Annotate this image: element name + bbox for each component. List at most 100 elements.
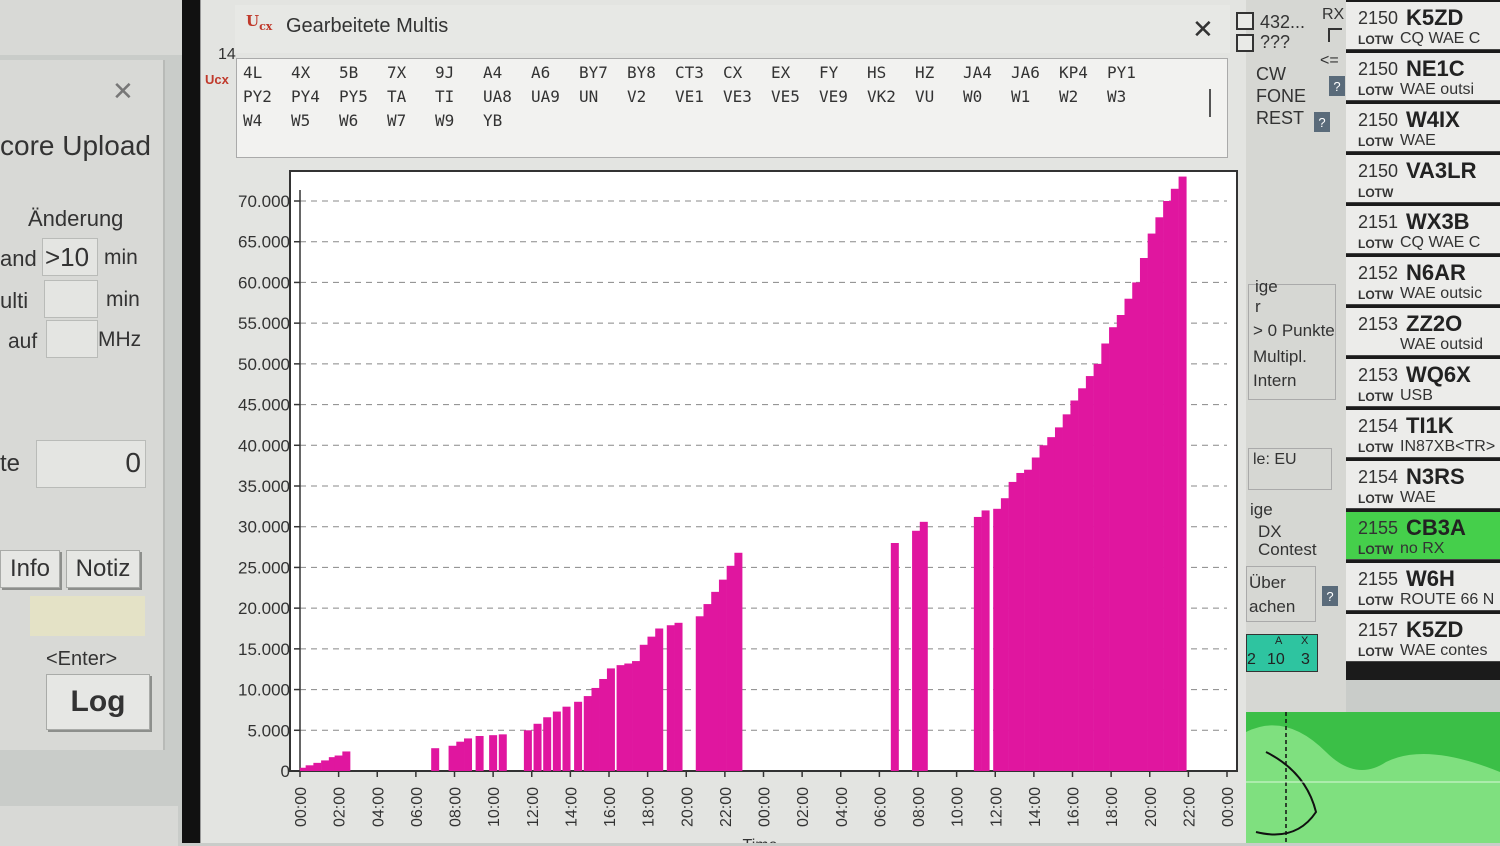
y-tick-label: 5.000: [247, 721, 290, 740]
spot-time: 2153: [1358, 314, 1399, 334]
bar: [448, 745, 457, 771]
multi-entry: VE1: [675, 87, 704, 106]
bar: [1085, 376, 1094, 771]
lotw-badge: LOTW: [1358, 288, 1394, 302]
panel-close-icon[interactable]: ✕: [112, 76, 134, 106]
spot-comment: WAE outsi: [1400, 81, 1475, 98]
x-tick-label: 12:00: [525, 787, 542, 827]
bar: [726, 565, 735, 771]
mode-rest[interactable]: REST: [1256, 108, 1305, 128]
multipl-filter[interactable]: Multipl.: [1253, 347, 1307, 366]
help-icon[interactable]: ?: [1314, 112, 1330, 132]
bar: [1024, 469, 1033, 771]
multi-entry: PY4: [291, 87, 320, 106]
help-icon[interactable]: ?: [1329, 76, 1345, 96]
spot-row[interactable]: 2153 ZZ2O WAE outsid: [1346, 308, 1500, 356]
multi-entry: 5B: [339, 63, 359, 82]
interval-value: >10: [45, 242, 90, 272]
spot-comment: WAE contes: [1400, 642, 1488, 659]
world-map[interactable]: [1246, 712, 1500, 843]
multi-entry: 9J: [435, 63, 455, 82]
points-filter[interactable]: > 0 Punkte: [1253, 321, 1335, 340]
bar: [973, 516, 982, 771]
bar: [489, 735, 498, 771]
bar: [1062, 414, 1071, 771]
bar: [639, 644, 648, 771]
frequency-field[interactable]: [46, 320, 98, 358]
checkbox-unknown[interactable]: [1236, 34, 1254, 52]
lotw-badge: LOTW: [1358, 441, 1394, 455]
spot-row[interactable]: 2157 K5ZD LOTW WAE contes: [1346, 614, 1500, 662]
bar: [464, 738, 473, 771]
spot-row[interactable]: 2150 NE1C LOTW WAE outsi: [1346, 53, 1500, 101]
spot-row[interactable]: 2153 WQ6X LOTW USB: [1346, 359, 1500, 407]
spot-row[interactable]: 2150 K5ZD LOTW CQ WAE C: [1346, 2, 1500, 50]
group-text: r: [1255, 297, 1261, 316]
window-titlebar[interactable]: [235, 5, 1230, 53]
spot-row[interactable]: 2150 W4IX LOTW WAE: [1346, 104, 1500, 152]
multi-entry: PY1: [1107, 63, 1136, 82]
y-tick-label: 25.000: [238, 558, 290, 577]
spot-row[interactable]: 2155 W6H LOTW ROUTE 66 N: [1346, 563, 1500, 611]
mode-fone[interactable]: FONE: [1256, 86, 1307, 106]
bar: [305, 765, 314, 771]
x-tick-label: 08:00: [911, 787, 928, 827]
help-icon[interactable]: ?: [1322, 586, 1338, 606]
log-button[interactable]: Log: [46, 674, 150, 730]
y-tick-label: 50.000: [238, 355, 290, 374]
multi-entry: CX: [723, 63, 743, 82]
spot-row[interactable]: 2154 N3RS LOTW WAE: [1346, 461, 1500, 509]
bar: [599, 678, 608, 771]
checkbox-432[interactable]: [1236, 12, 1254, 30]
window-gap: [182, 0, 204, 843]
multi-entry: VE9: [819, 87, 848, 106]
rx-label: RX: [1322, 6, 1345, 23]
spot-row[interactable]: 2150 VA3LR LOTW: [1346, 155, 1500, 203]
multi-entry: BY8: [627, 63, 656, 82]
intern-filter[interactable]: Intern: [1253, 371, 1297, 390]
row-label: and: [0, 246, 37, 271]
spot-row[interactable]: 2154 TI1K LOTW IN87XB<TR>: [1346, 410, 1500, 458]
unit-label: MHz: [98, 328, 142, 351]
x-tick-label: 14:00: [1027, 787, 1044, 827]
spot-row[interactable]: 2151 WX3B LOTW CQ WAE C: [1346, 206, 1500, 254]
spot-comment: USB: [1400, 387, 1433, 404]
multi-entry: JA6: [1011, 63, 1040, 82]
x-axis-label: Time: [743, 837, 778, 843]
count-field[interactable]: 0: [36, 440, 146, 488]
counter-box: A X 2 10 3: [1246, 634, 1318, 672]
spot-time: 2155: [1358, 569, 1399, 589]
bar: [912, 530, 921, 771]
info-button[interactable]: Info: [0, 550, 60, 588]
bar: [1178, 176, 1187, 772]
group-text: ige: [1255, 277, 1278, 296]
mode-cw[interactable]: CW: [1256, 64, 1286, 84]
spot-time: 2151: [1358, 212, 1399, 232]
interval-field[interactable]: >10: [42, 238, 98, 276]
bar: [431, 748, 440, 771]
close-icon[interactable]: ✕: [1192, 14, 1214, 44]
arrow-label: <=: [1320, 52, 1339, 69]
spot-call: TI1K: [1406, 413, 1454, 438]
spot-call: NE1C: [1406, 56, 1465, 81]
continent-box[interactable]: le: EU: [1248, 448, 1332, 490]
spot-row[interactable]: 2152 N6AR LOTW WAE outsic: [1346, 257, 1500, 305]
multi-entry: UA8: [483, 87, 512, 106]
multi-field[interactable]: [44, 280, 98, 318]
bar: [1078, 388, 1087, 771]
x-tick-label: 08:00: [448, 787, 465, 827]
lotw-badge: LOTW: [1358, 645, 1394, 659]
scrollbar-thumb[interactable]: [1209, 89, 1211, 117]
x-tick-label: 12:00: [988, 787, 1005, 827]
multi-entry: FY: [819, 63, 839, 82]
uber-box[interactable]: Über achen: [1246, 566, 1316, 622]
spot-row[interactable]: 2155 CB3A LOTW no RX: [1346, 512, 1500, 560]
multi-entry: TI: [435, 87, 455, 106]
spot-call: N6AR: [1406, 260, 1466, 285]
spot-call: K5ZD: [1406, 5, 1464, 30]
notiz-button[interactable]: Notiz: [66, 550, 140, 588]
multi-entry: PY2: [243, 87, 272, 106]
multi-entry: W7: [387, 111, 407, 130]
bar: [498, 734, 507, 771]
contest-text: Contest: [1258, 540, 1317, 559]
